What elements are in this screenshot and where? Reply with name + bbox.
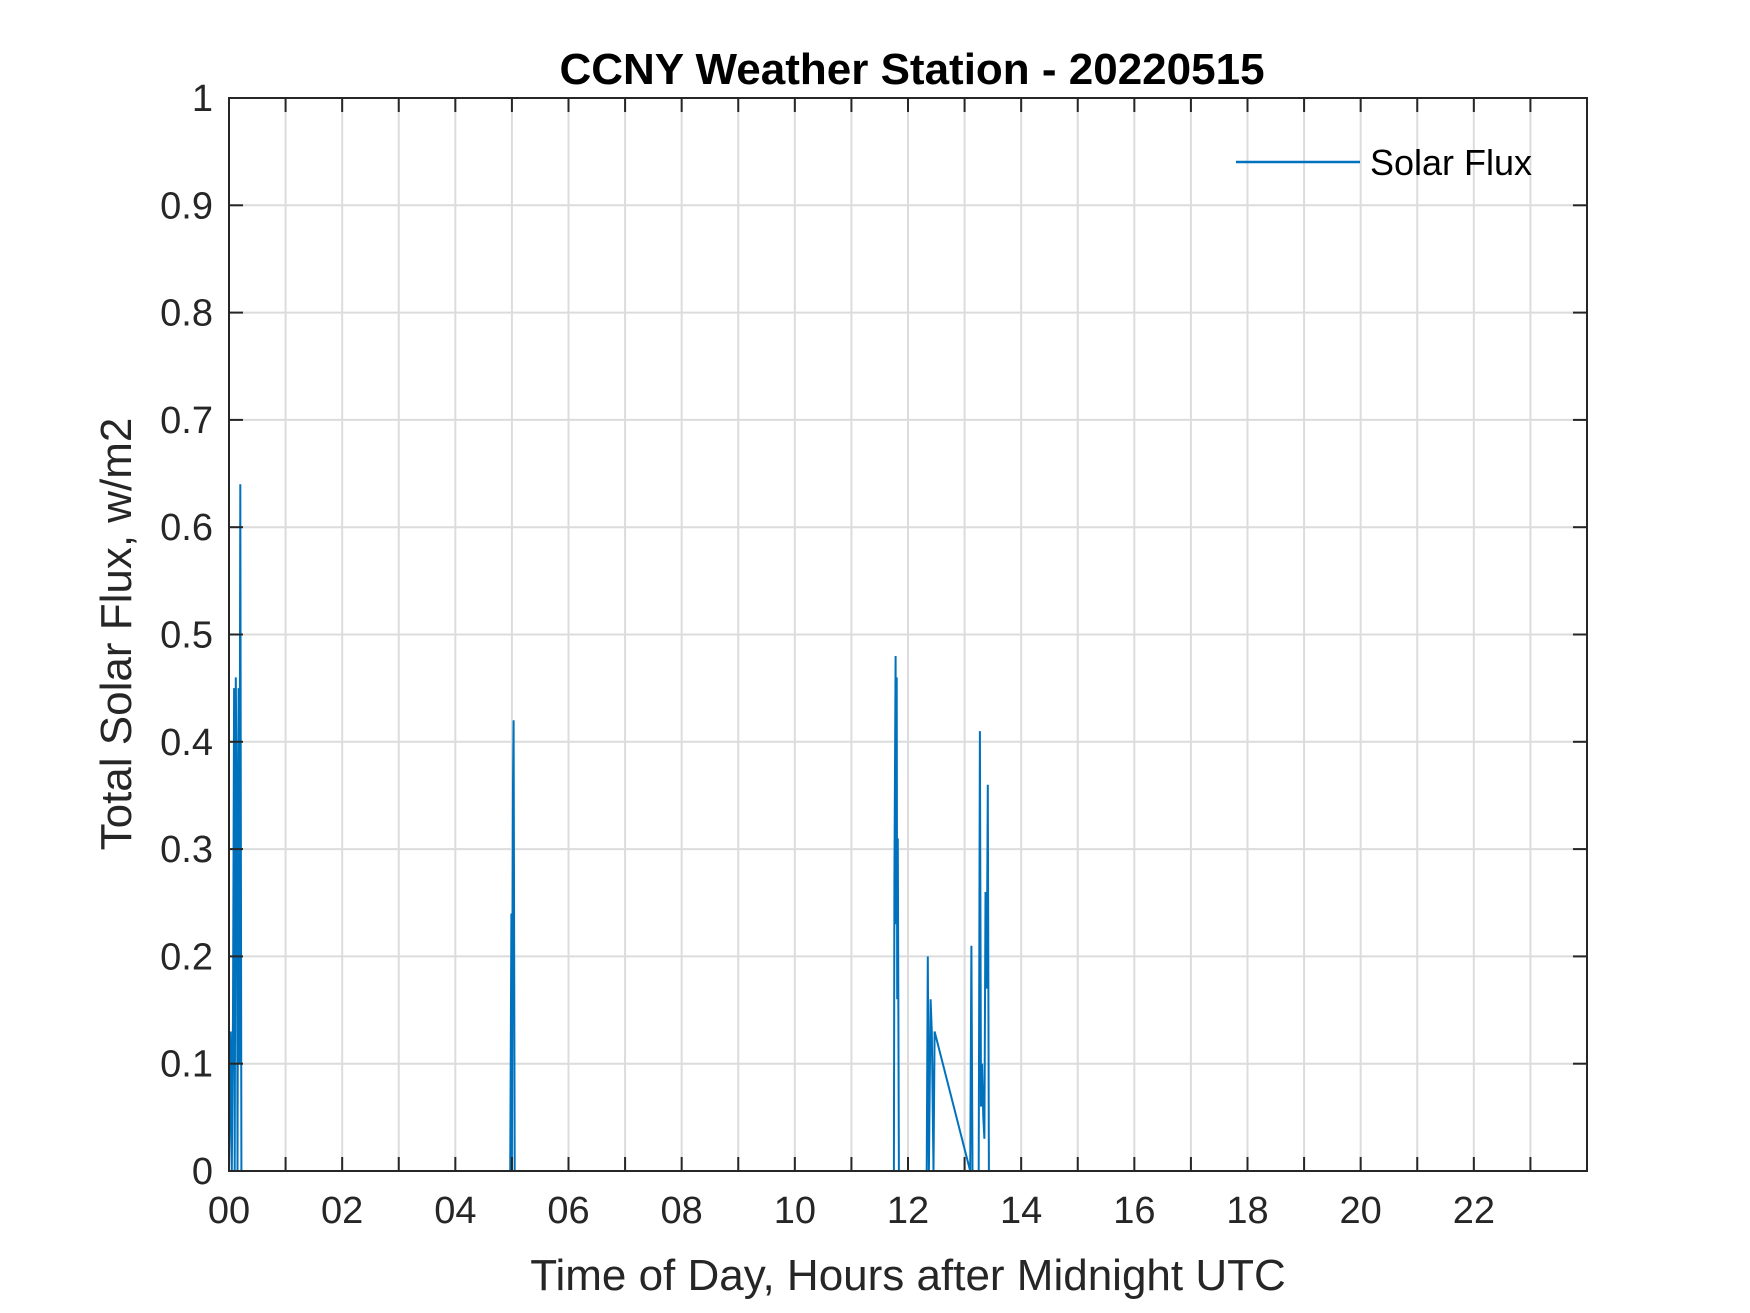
- x-tick-label: 06: [547, 1190, 589, 1232]
- plot-area: [228, 97, 1588, 1172]
- y-tick-label: 0.5: [160, 615, 213, 657]
- x-tick-label: 20: [1340, 1190, 1382, 1232]
- x-tick-label: 10: [774, 1190, 816, 1232]
- grid-layer: [229, 98, 1587, 1171]
- y-tick-label: 0.2: [160, 936, 213, 978]
- legend: Solar Flux: [1236, 142, 1532, 183]
- x-tick-label: 14: [1000, 1190, 1042, 1232]
- x-tick-label: 04: [434, 1190, 476, 1232]
- y-tick-label: 0.3: [160, 829, 213, 871]
- chart-title: CCNY Weather Station - 20220515: [559, 45, 1264, 94]
- y-tick-label: 0.8: [160, 293, 213, 335]
- series-layer: [228, 484, 990, 1172]
- x-tick-label: 02: [321, 1190, 363, 1232]
- x-tick-label: 08: [661, 1190, 703, 1232]
- series-line-solar-flux: [228, 484, 990, 1172]
- x-tick-label: 12: [887, 1190, 929, 1232]
- tick-layer: [228, 97, 1587, 1172]
- y-tick-labels: 0 0.1 0.2 0.3 0.4 0.5 0.6 0.7 0.8 0.9 1: [160, 78, 213, 1193]
- y-tick-label: 0.4: [160, 722, 213, 764]
- x-axis-label: Time of Day, Hours after Midnight UTC: [530, 1251, 1286, 1300]
- x-tick-label: 00: [208, 1190, 250, 1232]
- y-tick-label: 0.6: [160, 507, 213, 549]
- legend-label-solar-flux: Solar Flux: [1370, 142, 1532, 183]
- y-tick-label: 0.7: [160, 400, 213, 442]
- x-tick-labels: 00 02 04 06 08 10 12 14 16 18 20 22: [208, 1190, 1495, 1232]
- x-tick-label: 22: [1453, 1190, 1495, 1232]
- y-tick-label: 0.9: [160, 185, 213, 227]
- y-tick-label: 0: [192, 1151, 213, 1193]
- y-tick-label: 1: [192, 78, 213, 120]
- axes-box: [228, 97, 1588, 1172]
- x-tick-label: 16: [1113, 1190, 1155, 1232]
- y-tick-label: 0.1: [160, 1044, 213, 1086]
- x-tick-label: 18: [1226, 1190, 1268, 1232]
- y-axis-label: Total Solar Flux, w/m2: [92, 418, 141, 851]
